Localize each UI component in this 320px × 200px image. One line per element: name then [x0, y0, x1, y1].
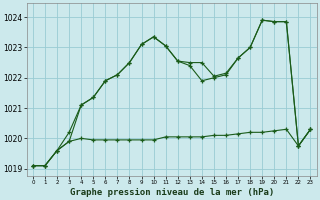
- X-axis label: Graphe pression niveau de la mer (hPa): Graphe pression niveau de la mer (hPa): [69, 188, 274, 197]
